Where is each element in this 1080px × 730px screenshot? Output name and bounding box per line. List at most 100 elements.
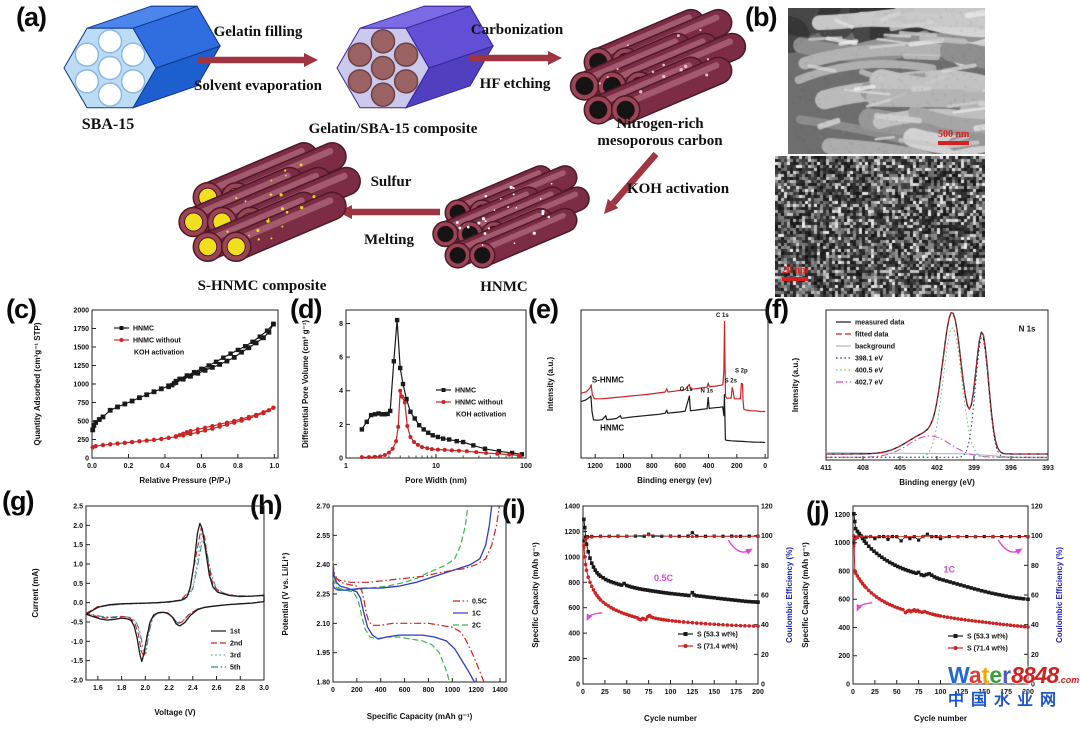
svg-text:0: 0	[851, 689, 855, 696]
svg-text:Binding energy (eV): Binding energy (eV)	[899, 478, 975, 487]
chart-h: 0 200 400 600 800 1000 1200 1400 1.80 1.95 2.10 2.2…	[281, 504, 508, 722]
svg-text:3.0: 3.0	[259, 685, 269, 692]
svg-text:Cycle number: Cycle number	[914, 714, 967, 723]
svg-text:25: 25	[601, 689, 609, 696]
svg-text:125: 125	[957, 689, 969, 696]
svg-text:20: 20	[761, 652, 769, 659]
svg-text:2nd: 2nd	[230, 641, 242, 648]
svg-text:0.0: 0.0	[73, 600, 83, 607]
svg-text:3rd: 3rd	[230, 653, 241, 660]
svg-text:Solvent evaporation: Solvent evaporation	[194, 78, 323, 94]
sem-scale-label-top: 500 nm	[938, 129, 970, 140]
svg-text:80: 80	[1031, 563, 1039, 570]
watermark-letter: t	[981, 662, 990, 688]
svg-text:1000: 1000	[616, 463, 632, 470]
svg-text:-1.0: -1.0	[71, 639, 83, 646]
svg-text:1200: 1200	[564, 529, 580, 536]
svg-text:800: 800	[838, 568, 850, 575]
svg-text:25: 25	[871, 689, 879, 696]
svg-text:150: 150	[708, 689, 720, 696]
series-2C-chg	[332, 505, 469, 591]
svg-text:S (53.3 wt%): S (53.3 wt%)	[697, 632, 738, 639]
svg-text:100: 100	[520, 463, 532, 470]
synthesis-scheme-diagram: SBA-15 Gelatin filling Solvent evaporation…	[63, 5, 747, 295]
svg-text:Melting: Melting	[364, 232, 414, 248]
svg-text:0.8: 0.8	[233, 463, 243, 470]
svg-text:-2.0: -2.0	[71, 678, 83, 685]
sem-scalebar-line-bottom	[782, 277, 809, 281]
svg-text:Intensity (a.u.): Intensity (a.u.)	[791, 358, 800, 413]
panel-label-g: (g)	[2, 486, 35, 516]
watermark-dotcom: .com	[1058, 675, 1080, 685]
svg-text:6: 6	[339, 355, 343, 362]
svg-text:1000: 1000	[564, 554, 580, 561]
svg-text:399: 399	[968, 465, 980, 472]
svg-text:KOH activation: KOH activation	[456, 412, 506, 419]
svg-text:100: 100	[935, 689, 947, 696]
chart-e: 1200 1000 800 600 400 200 0 Binding energy (ev)…	[546, 309, 769, 485]
svg-text:0: 0	[331, 687, 335, 694]
series-1st	[85, 522, 265, 663]
svg-text:0.2: 0.2	[124, 463, 134, 470]
series-S53-cap	[583, 519, 759, 603]
svg-text:393: 393	[1042, 465, 1054, 472]
svg-text:120: 120	[1031, 504, 1043, 511]
svg-text:SBA-15: SBA-15	[82, 116, 134, 133]
svg-text:-0.5: -0.5	[71, 620, 83, 627]
panel-label-c: (c)	[6, 294, 37, 324]
svg-text:1st: 1st	[230, 629, 241, 636]
svg-text:HF etching: HF etching	[480, 76, 551, 92]
svg-text:mesoporous carbon: mesoporous carbon	[597, 133, 723, 149]
sem-scalebar-bottom: 20 nm	[782, 266, 809, 281]
svg-text:2.10: 2.10	[316, 621, 330, 628]
watermark-chinese-text: 中国水业网	[948, 692, 1064, 709]
svg-text:Specific Capacity (mAh g⁻¹): Specific Capacity (mAh g⁻¹)	[531, 542, 540, 648]
svg-text:400: 400	[375, 687, 387, 694]
svg-text:600: 600	[674, 463, 686, 470]
svg-text:Gelatin filling: Gelatin filling	[214, 24, 303, 40]
svg-text:0: 0	[581, 689, 585, 696]
chart-i: 0 25 50 75 100 125 150 175 200020040060080010001…	[531, 504, 794, 724]
svg-text:0: 0	[576, 682, 580, 689]
panel-label-i: (i)	[502, 494, 526, 524]
svg-text:40: 40	[761, 622, 769, 629]
svg-text:1750: 1750	[73, 326, 89, 333]
svg-text:Specific Capacity (mAh g⁻¹): Specific Capacity (mAh g⁻¹)	[801, 542, 810, 648]
svg-text:0: 0	[846, 682, 850, 689]
svg-text:200: 200	[1022, 689, 1034, 696]
chart-j: 0 25 50 75 100 125 150 175 200020040060080010001…	[801, 504, 1064, 724]
svg-text:1.5: 1.5	[73, 542, 83, 549]
series-1C-dis	[332, 566, 475, 683]
series-3rd	[85, 533, 265, 657]
svg-text:100: 100	[665, 689, 677, 696]
svg-text:2.0: 2.0	[73, 523, 83, 530]
svg-text:S-HNMC composite: S-HNMC composite	[198, 278, 327, 294]
svg-text:2.0: 2.0	[140, 685, 150, 692]
svg-text:175: 175	[730, 689, 742, 696]
sem-scalebar-line-top	[938, 141, 970, 145]
sem-image-top	[788, 8, 985, 154]
svg-text:398.1 eV: 398.1 eV	[855, 356, 883, 363]
svg-text:2.2: 2.2	[164, 685, 174, 692]
svg-text:Differential Pore Volume (cm³: Differential Pore Volume (cm³ g⁻¹)	[301, 320, 310, 448]
svg-text:Intensity (a.u.): Intensity (a.u.)	[546, 357, 555, 412]
svg-text:1000: 1000	[445, 687, 461, 694]
panel-label-e: (e)	[528, 294, 559, 324]
svg-text:2.6: 2.6	[212, 685, 222, 692]
panel-label-d: (d)	[290, 294, 323, 324]
svg-text:125: 125	[687, 689, 699, 696]
svg-text:2.55: 2.55	[316, 533, 330, 540]
svg-text:1000: 1000	[73, 382, 89, 389]
svg-text:60: 60	[1031, 593, 1039, 600]
svg-text:HNMC: HNMC	[133, 326, 154, 333]
svg-text:Carbonization: Carbonization	[471, 22, 564, 38]
svg-text:600: 600	[838, 597, 850, 604]
chart-f: 411 408 405 402 399 396 393 Binding energy (eV)…	[791, 309, 1054, 487]
svg-text:250: 250	[77, 437, 89, 444]
svg-text:N 1s: N 1s	[1019, 324, 1036, 333]
svg-text:S (71.4 wt%): S (71.4 wt%)	[967, 646, 1008, 653]
series-2C-dis	[332, 560, 450, 683]
svg-text:O 1s: O 1s	[680, 387, 694, 393]
svg-text:50: 50	[623, 689, 631, 696]
svg-text:200: 200	[568, 656, 580, 663]
